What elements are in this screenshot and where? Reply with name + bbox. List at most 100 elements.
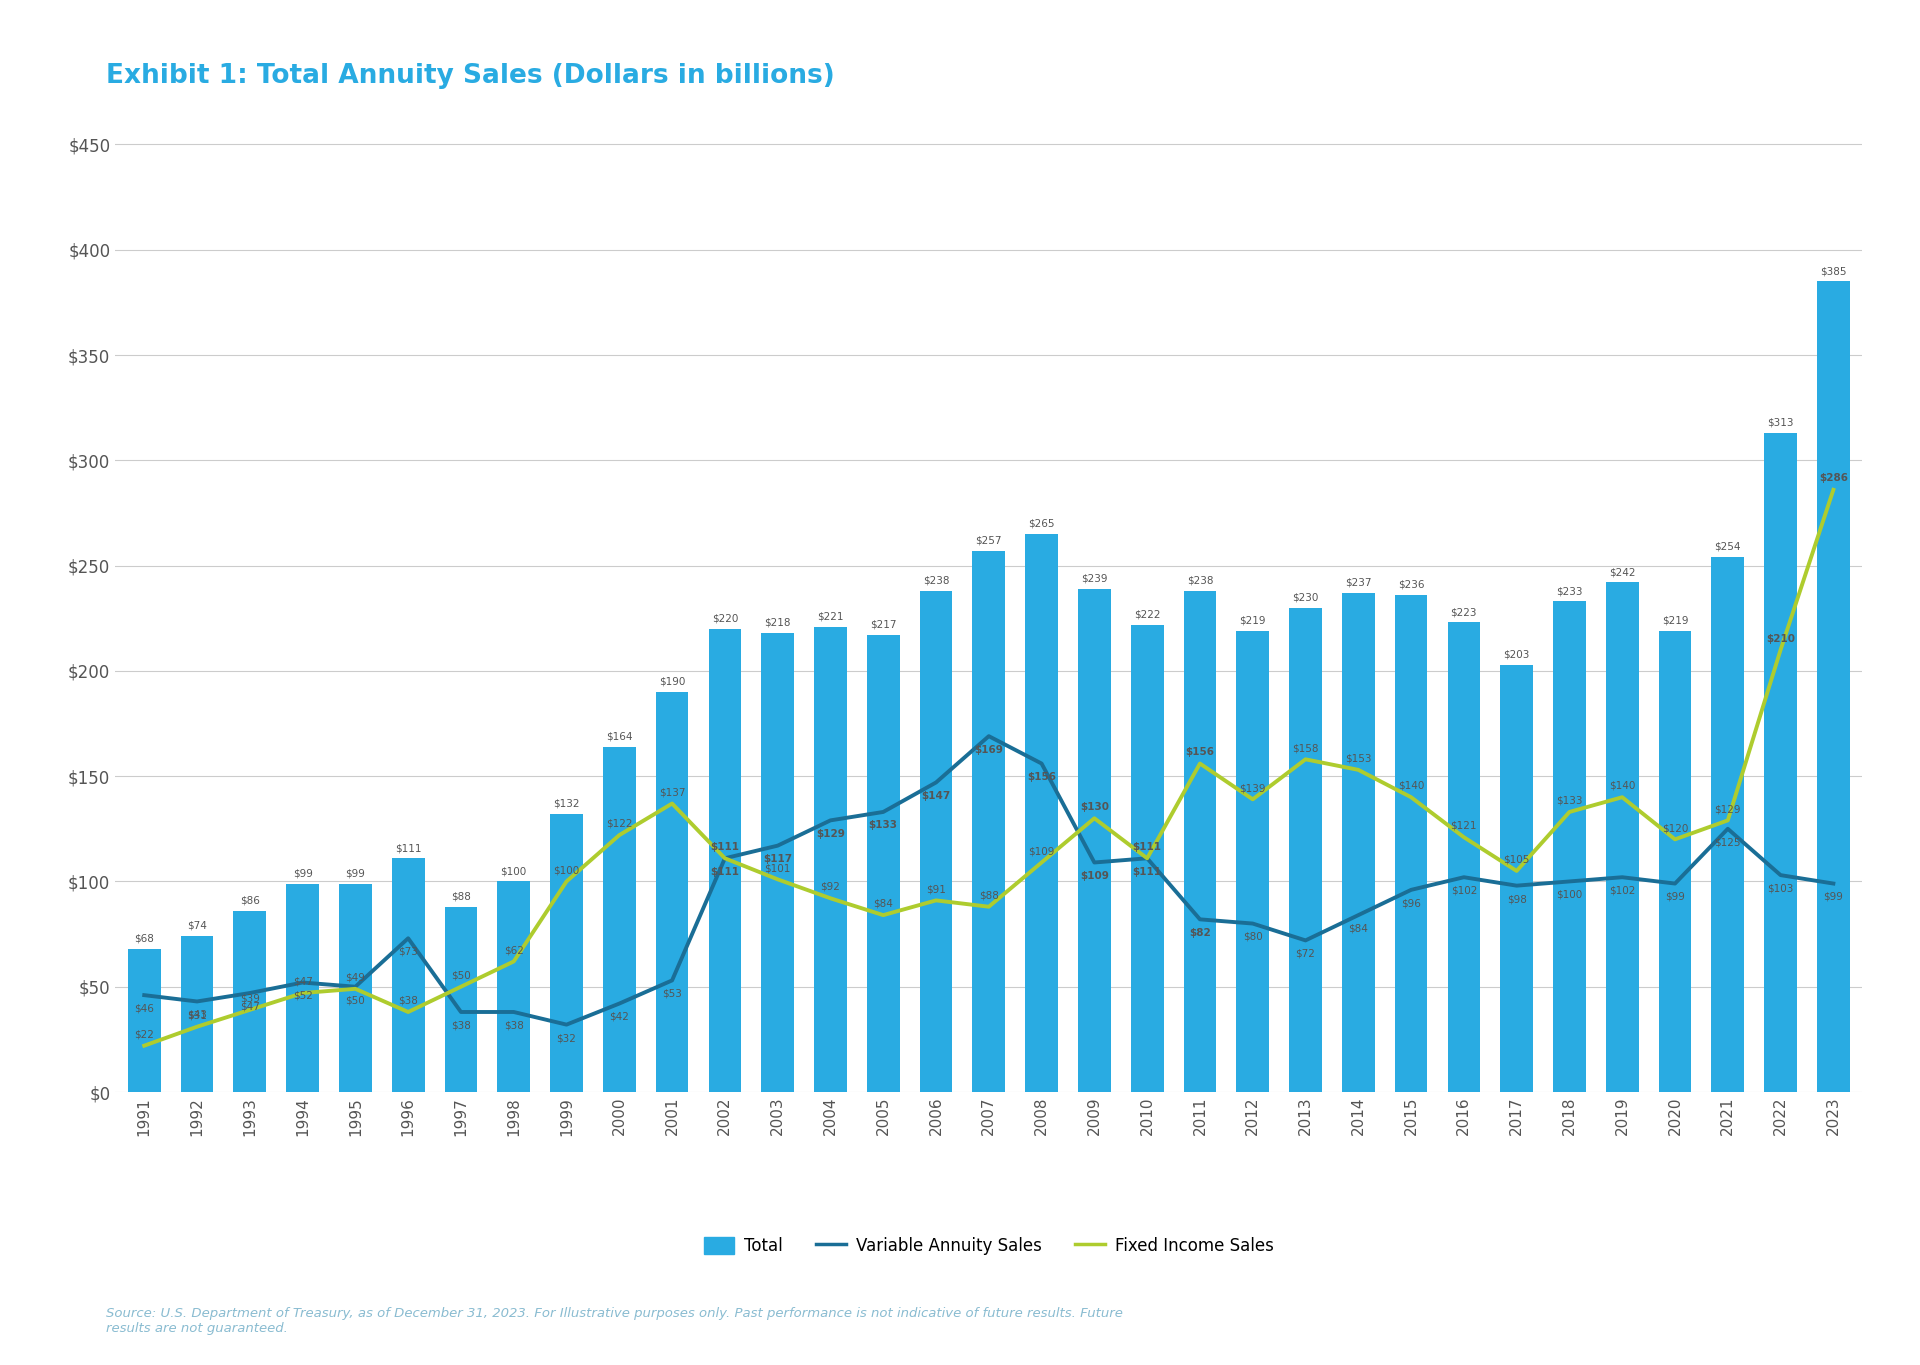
Text: $50: $50 [346,995,365,1005]
Bar [1816,281,1849,1092]
Text: $52: $52 [292,991,313,1001]
Text: $38: $38 [397,995,419,1006]
Text: $218: $218 [764,618,791,628]
Text: $120: $120 [1663,823,1688,833]
Text: $96: $96 [1402,898,1421,908]
Bar [814,627,847,1092]
Text: $62: $62 [503,945,524,955]
Text: $111: $111 [1133,867,1162,876]
Text: $73: $73 [397,947,419,957]
Text: $286: $286 [1818,474,1847,483]
Bar [972,551,1006,1092]
Text: $86: $86 [240,895,259,905]
Bar [1764,433,1797,1092]
Bar [920,591,952,1092]
Text: $210: $210 [1766,633,1795,643]
Text: $132: $132 [553,799,580,809]
Text: $203: $203 [1503,650,1530,659]
Text: $237: $237 [1346,577,1371,588]
Text: $230: $230 [1292,592,1319,602]
Text: Exhibit 1: Total Annuity Sales (Dollars in billions): Exhibit 1: Total Annuity Sales (Dollars … [106,63,835,89]
Text: $238: $238 [1187,576,1213,586]
Text: $156: $156 [1185,747,1215,758]
Text: $109: $109 [1029,846,1054,856]
Bar [392,859,424,1092]
Bar [762,633,795,1092]
Text: $221: $221 [818,612,843,621]
Bar [1659,631,1692,1092]
Bar [234,910,267,1092]
Bar [1236,631,1269,1092]
Bar [497,882,530,1092]
Text: $84: $84 [874,898,893,909]
Bar [340,883,372,1092]
Text: $100: $100 [553,865,580,875]
Text: $103: $103 [1768,883,1793,894]
Text: $80: $80 [1242,932,1263,942]
Text: $190: $190 [659,677,685,687]
Text: $111: $111 [710,867,739,876]
Bar [1500,665,1532,1092]
Text: $125: $125 [1715,837,1741,848]
Text: $42: $42 [609,1011,630,1022]
Text: $99: $99 [1824,891,1843,902]
Text: $140: $140 [1398,781,1425,790]
Bar [1342,592,1375,1092]
Text: $139: $139 [1240,784,1265,793]
Text: $91: $91 [925,885,947,894]
Text: $47: $47 [240,1002,259,1011]
Text: $101: $101 [764,863,791,874]
Text: $220: $220 [712,613,737,624]
Text: $102: $102 [1609,886,1636,895]
Text: $92: $92 [820,882,841,891]
Text: $100: $100 [1557,890,1582,900]
Text: $219: $219 [1663,616,1688,625]
Text: $84: $84 [1348,924,1369,934]
Text: $72: $72 [1296,949,1315,958]
Bar [1025,534,1058,1092]
Text: $156: $156 [1027,773,1056,782]
Text: $117: $117 [762,854,793,864]
Text: $121: $121 [1452,820,1476,831]
Text: $47: $47 [292,977,313,987]
Text: $99: $99 [1665,891,1686,902]
Text: $169: $169 [973,744,1004,755]
Text: $46: $46 [134,1003,154,1014]
Bar [866,635,900,1092]
Text: $313: $313 [1766,418,1793,427]
Bar [1711,557,1743,1092]
Bar [657,692,689,1092]
Text: $22: $22 [134,1029,154,1039]
Text: $38: $38 [451,1021,470,1031]
Text: $219: $219 [1240,616,1265,625]
Text: $68: $68 [134,934,154,943]
Bar [708,629,741,1092]
Text: $105: $105 [1503,854,1530,864]
Text: $111: $111 [1133,842,1162,852]
Bar [445,906,478,1092]
Text: $38: $38 [503,1021,524,1031]
Text: $111: $111 [710,842,739,852]
Text: $217: $217 [870,620,897,629]
Bar [129,949,161,1092]
Text: $239: $239 [1081,573,1108,583]
Text: $147: $147 [922,790,950,801]
Text: $74: $74 [186,921,207,931]
Bar [1448,622,1480,1092]
Text: $158: $158 [1292,743,1319,753]
Text: $32: $32 [557,1033,576,1043]
Text: $129: $129 [1715,804,1741,814]
Text: $99: $99 [346,868,365,878]
Bar [286,883,319,1092]
Text: $102: $102 [1452,886,1476,895]
Text: $164: $164 [607,732,632,741]
Bar [1183,591,1215,1092]
Text: $82: $82 [1188,928,1212,938]
Text: $31: $31 [186,1010,207,1021]
Bar [1553,602,1586,1092]
Text: $43: $43 [186,1010,207,1020]
Text: $109: $109 [1079,871,1110,880]
Text: $130: $130 [1079,803,1110,812]
Text: $233: $233 [1557,586,1582,597]
Text: Source: U.S. Department of Treasury, as of December 31, 2023. For Illustrative p: Source: U.S. Department of Treasury, as … [106,1306,1123,1335]
